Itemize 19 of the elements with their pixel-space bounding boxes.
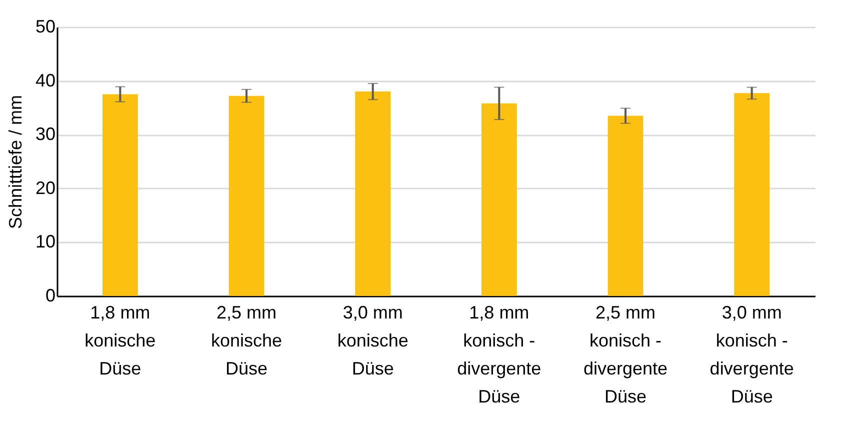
- y-tick-label: 40: [35, 70, 56, 90]
- bar: [228, 96, 264, 296]
- x-tick-label: 3,0 mm konische Düse: [337, 302, 408, 378]
- x-tick-label: 1,8 mm konisch - divergente Düse: [457, 302, 542, 406]
- x-tick-label: 2,5 mm konisch - divergente Düse: [583, 302, 668, 406]
- bar: [608, 116, 644, 296]
- bar: [481, 103, 517, 296]
- y-tick-label: 10: [35, 232, 56, 252]
- y-axis-title: Schnitttiefe / mm: [5, 94, 26, 230]
- y-tick-label: 30: [35, 124, 56, 144]
- y-tick-label: 0: [45, 286, 56, 306]
- y-tick-label: 20: [35, 178, 56, 198]
- bar: [734, 93, 770, 296]
- bar: [102, 94, 138, 296]
- bar: [355, 92, 391, 296]
- y-tick-label: 50: [35, 16, 56, 36]
- x-tick-label: 3,0 mm konisch - divergente Düse: [710, 302, 794, 406]
- x-tick-label: 1,8 mm konische Düse: [84, 302, 156, 378]
- x-tick-label: 2,5 mm konische Düse: [210, 302, 282, 378]
